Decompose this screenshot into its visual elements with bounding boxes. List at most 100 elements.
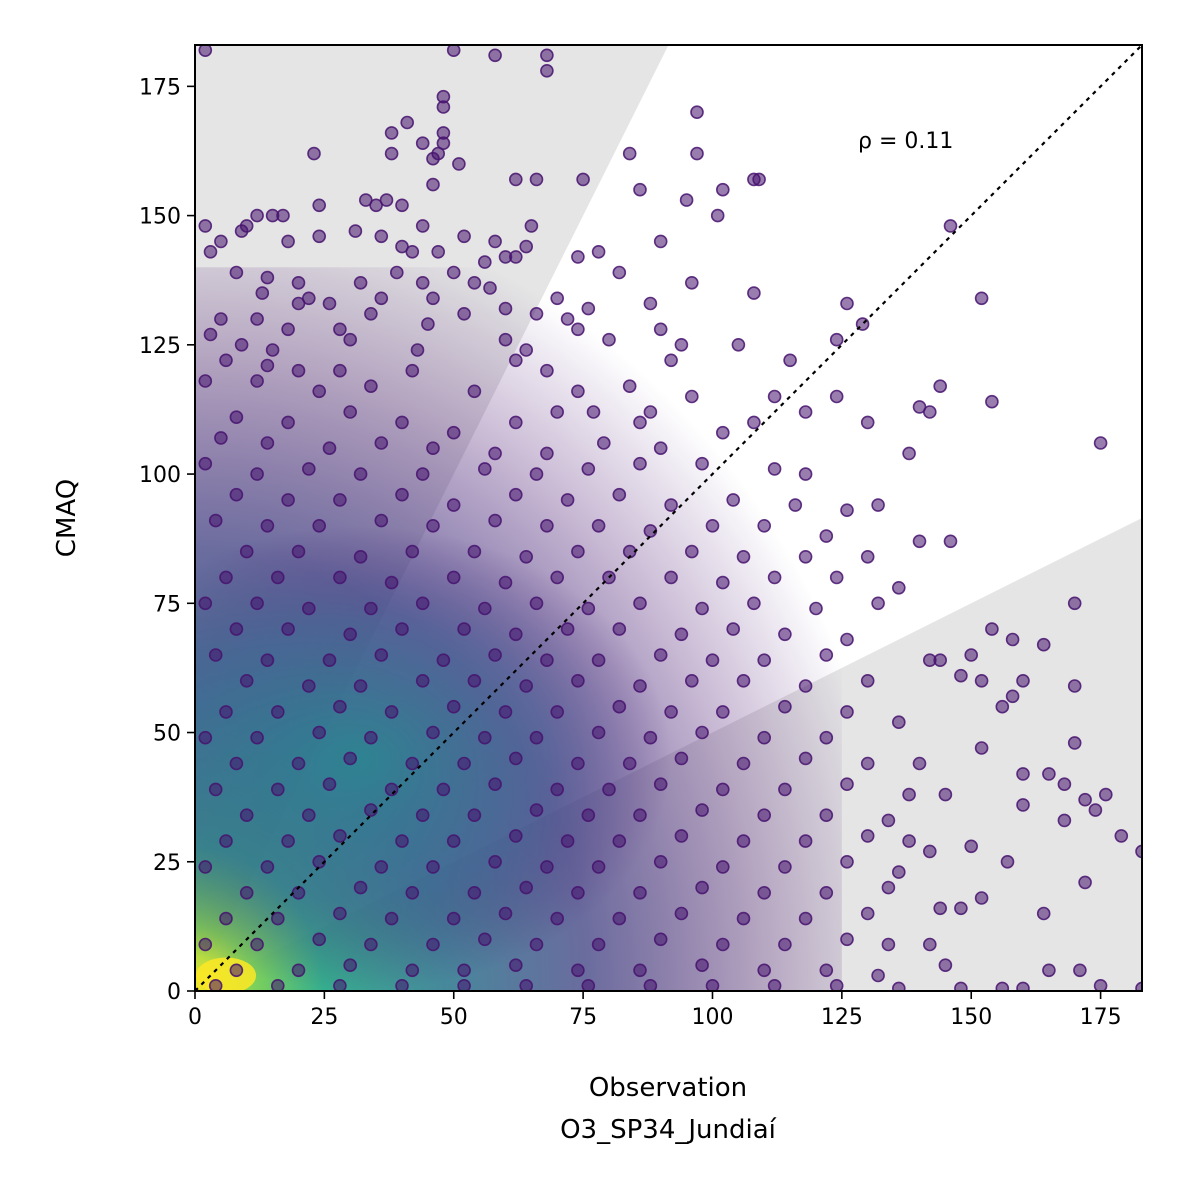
x-axis-sublabel: O3_SP34_Jundiaí [560, 1115, 777, 1145]
data-point [353, 275, 368, 290]
data-point [798, 834, 813, 848]
data-point [364, 379, 378, 394]
data-point [214, 312, 228, 326]
data-point [312, 229, 327, 244]
data-point [405, 885, 420, 900]
density-peak [196, 957, 257, 991]
data-point [829, 389, 844, 404]
data-point [415, 808, 430, 823]
data-point [260, 358, 275, 373]
data-point [250, 208, 264, 223]
data-point [891, 865, 906, 879]
data-point [612, 265, 627, 280]
data-point [229, 622, 244, 636]
data-point [384, 705, 399, 719]
data-points [198, 45, 1142, 991]
data-point [260, 436, 275, 450]
data-point [229, 410, 244, 425]
data-point [902, 446, 916, 461]
data-point [488, 446, 502, 461]
data-point [778, 699, 792, 714]
data-point [576, 172, 590, 187]
data-point [633, 456, 647, 471]
data-point [301, 291, 316, 306]
data-point [219, 353, 233, 368]
data-point [591, 518, 606, 533]
data-point [198, 456, 213, 471]
data-point [892, 981, 906, 991]
data-point [312, 384, 327, 399]
data-point [798, 911, 813, 926]
density-shading-mid [195, 525, 671, 991]
data-point [571, 885, 585, 900]
data-point [426, 441, 440, 456]
data-point [405, 245, 420, 259]
data-point [684, 673, 699, 688]
data-point [643, 979, 658, 991]
data-point [860, 756, 875, 771]
data-point [291, 963, 306, 978]
data-point [250, 467, 264, 481]
data-point [664, 705, 678, 719]
data-point [529, 596, 544, 611]
x-tick-label: 75 [569, 1005, 597, 1030]
data-point [498, 705, 513, 719]
data-point [498, 575, 513, 590]
data-point [674, 627, 689, 642]
data-point [374, 291, 389, 306]
data-point [198, 860, 213, 874]
data-point [1042, 963, 1056, 978]
data-point [767, 389, 782, 404]
x-tick-label: 25 [310, 1005, 338, 1030]
data-point [369, 198, 383, 213]
data-point [1016, 673, 1030, 688]
data-point [829, 332, 844, 347]
data-point [312, 725, 327, 740]
data-point [705, 979, 720, 991]
data-point [1093, 436, 1108, 450]
data-point [938, 958, 953, 973]
data-point [436, 136, 451, 150]
data-point [343, 627, 358, 642]
data-point [519, 239, 534, 254]
data-point [198, 374, 213, 388]
data-point [281, 493, 295, 507]
plot-frame [194, 44, 1143, 992]
data-point [540, 446, 554, 461]
data-point [798, 549, 813, 564]
data-point [612, 622, 627, 636]
data-point [446, 265, 461, 280]
data-point [208, 513, 223, 528]
data-point [312, 518, 327, 533]
data-point [602, 332, 616, 347]
data-point [933, 653, 948, 668]
data-point [519, 343, 534, 357]
data-point [752, 172, 766, 187]
data-point [488, 513, 502, 528]
data-point [633, 885, 647, 900]
data-point [271, 979, 285, 991]
data-point [829, 570, 844, 585]
data-point [270, 570, 285, 585]
data-point [715, 705, 730, 719]
data-point [705, 518, 720, 533]
data-point [690, 146, 704, 161]
data-point [405, 363, 420, 378]
data-point [415, 596, 430, 611]
data-point [333, 699, 347, 714]
data-point [715, 425, 730, 440]
data-point [1057, 813, 1072, 828]
data-point [250, 730, 264, 745]
data-point [591, 653, 606, 668]
data-point [260, 518, 275, 533]
data-point [219, 834, 233, 848]
data-point [633, 596, 647, 611]
data-point [964, 648, 979, 662]
data-point [281, 415, 295, 430]
data-point [529, 803, 544, 817]
data-point [457, 756, 471, 771]
data-point [374, 513, 389, 528]
data-point [519, 979, 533, 991]
data-point [436, 653, 451, 668]
data-point [488, 777, 502, 792]
